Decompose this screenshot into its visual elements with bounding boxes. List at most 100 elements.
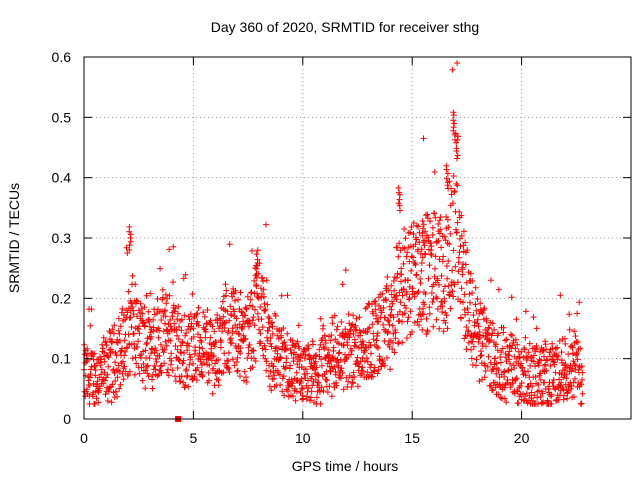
data-point <box>121 363 128 370</box>
data-point <box>231 362 238 369</box>
data-point <box>283 355 290 362</box>
data-point <box>492 355 499 362</box>
data-point <box>259 274 266 281</box>
data-point <box>121 337 128 344</box>
data-point <box>483 317 490 324</box>
data-point <box>571 328 578 335</box>
data-point <box>112 378 119 384</box>
data-point <box>458 285 465 292</box>
data-point <box>420 311 427 318</box>
data-point <box>130 330 137 337</box>
data-point <box>518 380 525 386</box>
data-point <box>384 329 391 336</box>
data-point <box>300 395 307 402</box>
data-point <box>198 339 205 345</box>
data-point <box>574 339 581 346</box>
grid <box>84 57 631 419</box>
data-point <box>129 355 136 362</box>
data-point <box>102 391 109 398</box>
data-point <box>469 290 476 296</box>
data-point <box>574 356 581 363</box>
data-point <box>562 340 569 347</box>
data-point <box>224 364 231 371</box>
data-point <box>513 316 520 323</box>
data-point <box>324 389 331 396</box>
data-point <box>348 384 355 390</box>
x-axis-label: GPS time / hours <box>292 458 399 474</box>
data-point <box>396 317 403 324</box>
data-point <box>572 333 579 340</box>
data-point <box>139 310 146 317</box>
data-point <box>514 388 520 394</box>
data-point <box>541 353 547 360</box>
data-point <box>305 377 311 384</box>
data-point <box>493 341 499 348</box>
data-point <box>338 375 344 382</box>
data-point <box>465 328 472 335</box>
data-point <box>375 318 382 325</box>
data-point <box>399 292 406 299</box>
data-point <box>578 381 585 388</box>
data-point <box>96 374 103 381</box>
data-point <box>110 330 117 337</box>
data-point <box>253 251 260 258</box>
data-point <box>449 66 456 73</box>
data-point <box>522 334 529 341</box>
data-point <box>476 334 483 341</box>
data-point <box>117 323 124 330</box>
data-point <box>411 293 418 300</box>
data-point <box>290 393 296 400</box>
data-point <box>454 219 461 226</box>
data-point <box>318 356 325 363</box>
data-point <box>432 265 438 272</box>
data-point <box>143 292 150 299</box>
data-point <box>234 354 241 361</box>
data-point <box>302 351 309 358</box>
data-point <box>413 222 420 229</box>
data-point <box>224 308 231 315</box>
y-tick-label: 0.4 <box>52 170 72 186</box>
data-point <box>426 262 433 269</box>
data-point <box>395 184 402 191</box>
data-point <box>218 339 225 345</box>
data-point <box>113 388 119 395</box>
data-point <box>234 367 241 374</box>
data-point <box>109 338 116 345</box>
data-point <box>401 310 408 317</box>
data-point <box>241 368 248 375</box>
data-point <box>251 306 258 313</box>
y-tick-label: 0.3 <box>52 230 72 246</box>
data-point <box>407 229 414 236</box>
data-point <box>136 330 143 337</box>
data-point <box>421 301 428 308</box>
data-point <box>241 336 248 343</box>
data-point <box>457 235 463 242</box>
data-point <box>363 355 370 361</box>
data-point <box>263 221 269 228</box>
data-point <box>217 317 224 324</box>
data-point <box>384 317 391 324</box>
data-point <box>397 247 404 254</box>
data-point <box>354 383 361 390</box>
data-point <box>299 385 306 391</box>
data-point <box>317 388 323 395</box>
data-point <box>385 287 392 294</box>
data-point <box>222 292 229 299</box>
data-point <box>444 325 451 332</box>
data-point <box>450 247 457 254</box>
data-point <box>197 358 204 365</box>
data-point <box>454 60 461 66</box>
data-point <box>307 394 314 401</box>
data-point <box>572 375 578 382</box>
data-point <box>505 367 512 374</box>
data-point <box>434 306 441 312</box>
data-point <box>472 284 479 291</box>
data-point <box>343 356 349 362</box>
data-point <box>165 366 171 373</box>
data-point <box>439 309 446 315</box>
data-point <box>326 351 333 358</box>
data-point <box>372 298 379 305</box>
data-point <box>441 233 448 240</box>
data-point <box>181 312 188 319</box>
data-point <box>236 331 243 338</box>
